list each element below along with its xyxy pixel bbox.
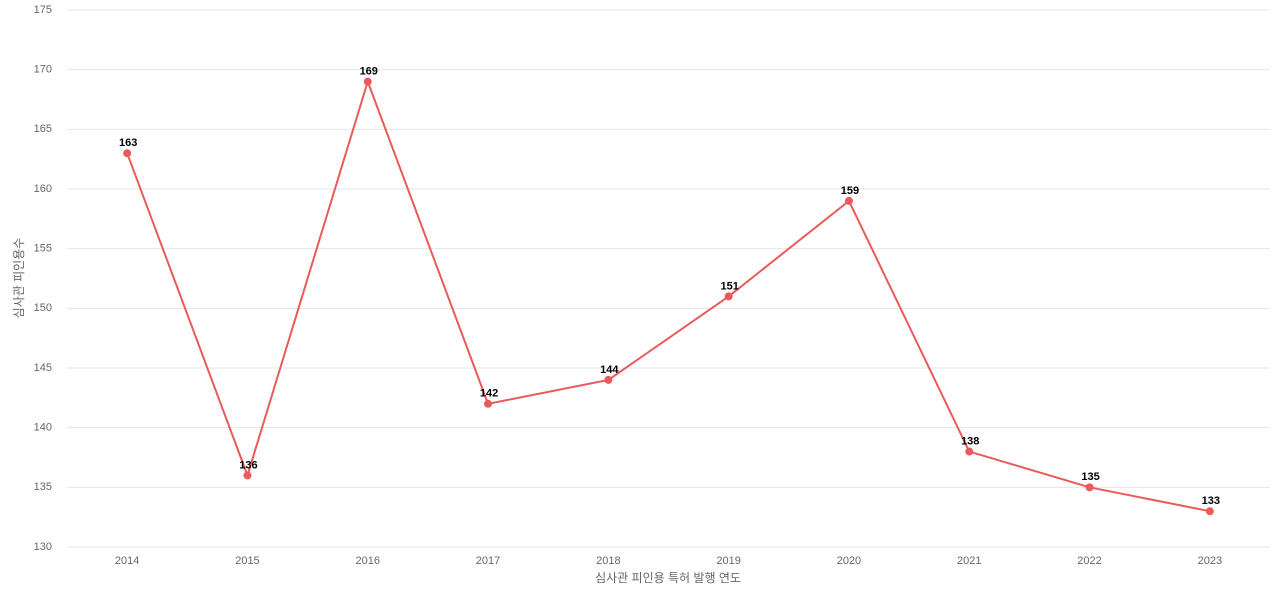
point xyxy=(1205,507,1214,516)
x-tick-label: 2022 xyxy=(1077,555,1101,567)
value-label: 159 xyxy=(841,185,859,197)
point xyxy=(484,399,493,408)
point xyxy=(724,292,733,301)
value-label: 169 xyxy=(360,66,378,78)
y-tick-label: 145 xyxy=(34,362,52,374)
value-label: 151 xyxy=(720,280,738,292)
value-label: 142 xyxy=(480,388,498,400)
y-tick-label: 150 xyxy=(34,302,52,314)
x-tick-label: 2014 xyxy=(115,555,139,567)
x-tick-label: 2020 xyxy=(837,555,861,567)
x-axis-title: 심사관 피인용 특허 발행 연도 xyxy=(595,570,741,585)
value-label: 135 xyxy=(1081,471,1099,483)
y-tick-label: 155 xyxy=(34,243,52,255)
x-tick-label: 2016 xyxy=(356,555,380,567)
y-tick-label: 135 xyxy=(34,481,52,493)
point xyxy=(1085,483,1094,492)
point xyxy=(844,196,853,205)
y-tick-label: 160 xyxy=(34,183,52,195)
point xyxy=(123,149,132,158)
point xyxy=(604,375,613,384)
line xyxy=(126,78,1211,513)
value-label: 144 xyxy=(600,364,619,376)
value-label: 136 xyxy=(239,459,257,471)
point xyxy=(965,447,974,456)
x-tick-label: 2018 xyxy=(596,555,620,567)
point xyxy=(243,471,252,480)
x-tick-label: 2015 xyxy=(235,555,259,567)
x-tick-label: 2019 xyxy=(716,555,740,567)
x-tick-label: 2021 xyxy=(957,555,981,567)
point xyxy=(363,77,372,86)
y-tick-label: 170 xyxy=(34,64,52,76)
y-tick-label: 165 xyxy=(34,123,52,135)
value-label: 163 xyxy=(119,137,137,149)
x-tick-label: 2017 xyxy=(476,555,500,567)
y-tick-label: 175 xyxy=(34,4,52,16)
value-label: 133 xyxy=(1202,495,1220,507)
y-tick-label: 140 xyxy=(34,422,52,434)
value-label: 138 xyxy=(961,435,979,447)
y-axis-title: 심사관 피인용수 xyxy=(12,238,26,319)
x-tick-label: 2023 xyxy=(1198,555,1222,567)
y-tick-label: 130 xyxy=(34,541,52,553)
